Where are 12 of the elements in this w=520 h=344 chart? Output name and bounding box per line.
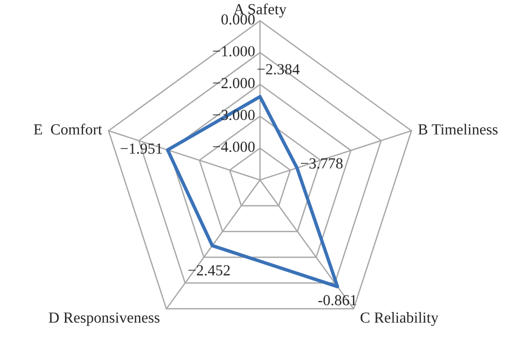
data-label: −2.452 — [188, 265, 230, 276]
spoke-label: B Timeliness — [418, 124, 498, 135]
y-tick-label: −2.000 — [212, 78, 255, 88]
data-label: −1.951 — [120, 144, 162, 154]
y-tick-label: −1.000 — [212, 46, 255, 56]
data-label: −3.778 — [300, 158, 343, 169]
data-label: −2.384 — [258, 64, 300, 74]
y-tick-label: −4.000 — [212, 142, 255, 152]
spoke-label: E Comfort — [34, 124, 102, 135]
spoke-label: D Responsiveness — [48, 312, 160, 326]
spoke-label: C Reliability — [360, 312, 438, 326]
data-label: -0.861 — [318, 295, 356, 306]
